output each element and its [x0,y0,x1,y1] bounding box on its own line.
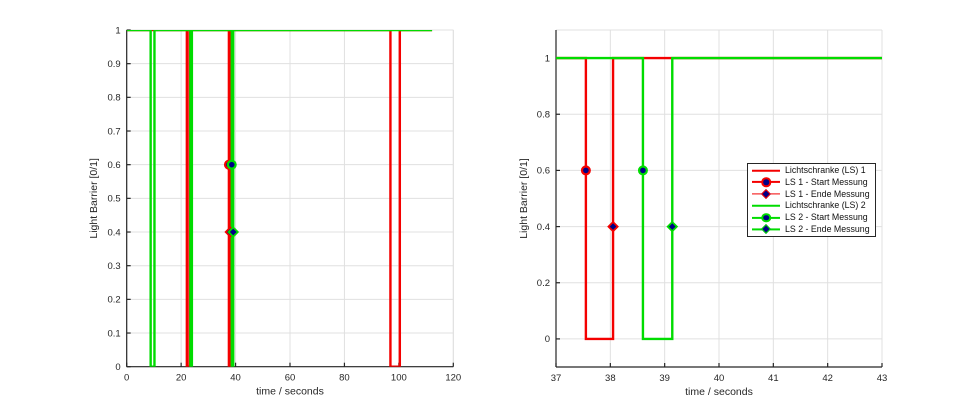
marker-ls-2-start-messung [226,159,237,170]
plot-zoom-detail: 37 38 39 40 41 42 43 0 0.2 0.4 0.6 0.8 1 time / secon… [518,29,888,398]
legend-line-swatch [752,204,780,208]
marker-ls-2-ende-messung [227,226,240,238]
y-tick-label-0.2: 0.2 [537,278,550,289]
y-axis-label: Light Barrier [0/1] [88,158,100,239]
x-tick-label-60: 60 [285,373,296,384]
legend-box: Lichtschranke (LS) 1 LS 1 - Start Messung… [747,163,876,237]
marker-ls-1-ende-messung [607,220,619,233]
legend-diamond-marker-icon [761,189,771,200]
legend-label: Lichtschranke (LS) 2 [785,200,866,211]
y-axis-label: Light Barrier [0/1] [518,158,530,239]
legend-label: LS 1 - Start Messung [785,176,868,187]
y-tick-label-1: 1 [545,53,550,64]
legend-label: LS 2 - Start Messung [785,212,868,223]
legend-sample-lichtschranke-ls-1 [752,165,780,176]
legend-sample-ls-2-ende-messung [752,224,780,235]
marker-ls-2-start-messung [637,165,648,176]
x-tick-label-38: 38 [605,373,616,384]
series-group [126,30,433,367]
legend-label: Lichtschranke (LS) 1 [785,165,866,175]
legend-entry-lichtschranke-ls-2: Lichtschranke (LS) 2 [752,200,875,212]
legend-diamond-marker-icon [761,224,771,235]
x-tick-label-40: 40 [230,373,241,384]
y-tick-label-0.4: 0.4 [107,227,120,238]
series-lichtschranke-ls-1 [126,30,433,367]
legend-sample-lichtschranke-ls-2 [752,200,780,211]
y-tick-label-0.1: 0.1 [107,328,120,339]
y-tick-label-0.9: 0.9 [107,59,120,70]
legend-line-swatch [752,169,780,172]
y-tick-label-0.7: 0.7 [107,126,120,137]
series-lichtschranke-ls-1 [556,56,882,341]
y-tick-label-0: 0 [115,362,120,373]
x-tick-label-41: 41 [768,373,779,384]
series-group [556,56,882,341]
y-tick-label-0.3: 0.3 [107,261,120,272]
x-tick-label-20: 20 [176,373,187,384]
legend-sample-ls-1-ende-messung [752,189,780,200]
legend-sample-ls-1-start-messung [752,177,780,188]
x-tick-label-43: 43 [877,373,888,384]
x-tick-label-100: 100 [391,373,407,384]
legend-entry-ls-2-start-messung: LS 2 - Start Messung [752,212,875,224]
y-tick-label-1: 1 [115,25,120,36]
legend-sample-ls-2-start-messung [752,212,780,223]
x-axis-label: time / seconds [256,386,324,398]
x-tick-label-80: 80 [339,373,350,384]
marker-ls-1-start-messung [580,165,591,176]
legend-entry-ls-1-ende-messung: LS 1 - Ende Messung [752,188,875,200]
y-tick-label-0.4: 0.4 [537,222,550,233]
y-tick-label-0.8: 0.8 [537,110,550,121]
legend-label: LS 1 - Ende Messung [785,188,870,199]
legend-circle-marker-icon [761,177,771,188]
legend-entry-ls-2-ende-messung: LS 2 - Ende Messung [752,224,875,236]
y-tick-label-0.6: 0.6 [107,160,120,171]
y-tick-label-0.5: 0.5 [107,194,120,205]
legend-label: LS 2 - Ende Messung [785,223,870,234]
x-axis-label: time / seconds [685,386,753,398]
x-tick-label-37: 37 [551,373,562,384]
series-lichtschranke-ls-2 [126,30,433,367]
x-tick-label-42: 42 [822,373,833,384]
legend-entry-lichtschranke-ls-1: Lichtschranke (LS) 1 [752,165,875,177]
legend-circle-marker-icon [761,212,771,223]
plot-overview: 0 20 40 60 80 100 120 0 0.1 0.2 0.3 0.4 0.5 0.6 0.7 0.8… [88,25,461,397]
marker-ls-2-ende-messung [666,220,679,233]
x-tick-label-40: 40 [714,373,725,384]
series-lichtschranke-ls-2 [556,56,882,341]
x-tick-label-120: 120 [445,373,461,384]
x-tick-label-0: 0 [124,373,129,384]
y-tick-label-0.6: 0.6 [537,166,550,177]
legend-entry-ls-1-start-messung: LS 1 - Start Messung [752,176,875,188]
x-tick-label-39: 39 [659,373,670,384]
y-tick-label-0.8: 0.8 [107,93,120,104]
y-tick-label-0.2: 0.2 [107,295,120,306]
y-tick-label-0: 0 [545,334,550,345]
